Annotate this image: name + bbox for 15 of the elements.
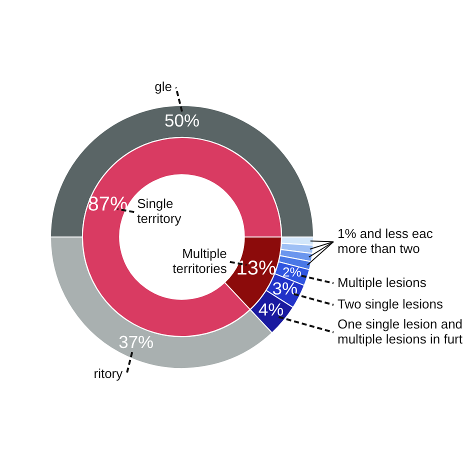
slice-label: Multiple lesions [338,274,427,290]
slice-label: One single lesion and multiple lesions in furt [338,316,463,346]
slice-label: gle [154,79,172,94]
text: more than two [338,240,420,256]
slice-label: Single territory [137,196,182,226]
slice-label: ritory [94,366,124,381]
data-label: 37% [118,332,154,352]
data-label: 2% [282,264,302,280]
data-label: 50% [164,110,200,130]
slice-label: Multiple territories [172,246,228,276]
slice-label: Two single lesions [338,296,444,312]
data-label: 4% [258,299,284,320]
data-label: 3% [272,278,298,298]
data-label: 13% [236,258,276,280]
text: 1% and less eac [338,226,434,241]
